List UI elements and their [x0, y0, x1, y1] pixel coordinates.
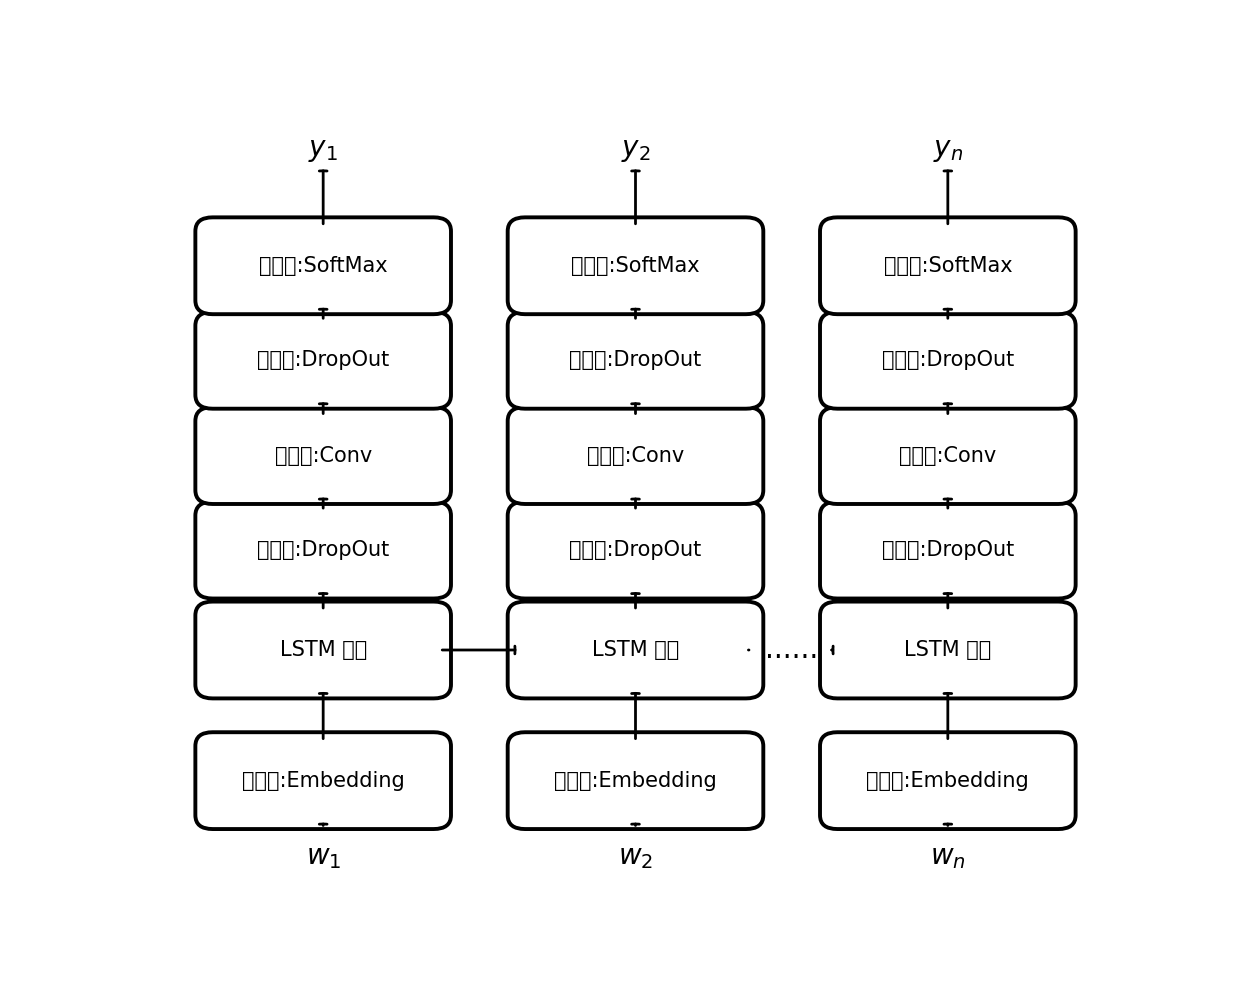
Text: $\mathbf{\mathit{y_{n}}}$: $\mathbf{\mathit{y_{n}}}$ [932, 137, 963, 165]
Text: $\mathbf{\mathit{w_{1}}}$: $\mathbf{\mathit{w_{1}}}$ [305, 843, 341, 871]
FancyBboxPatch shape [507, 602, 764, 699]
Text: LSTM 单元: LSTM 单元 [279, 640, 367, 660]
Text: 嵌入层:Embedding: 嵌入层:Embedding [867, 770, 1029, 790]
FancyBboxPatch shape [196, 218, 451, 314]
FancyBboxPatch shape [196, 602, 451, 699]
FancyBboxPatch shape [820, 312, 1075, 409]
Text: 过滤层:DropOut: 过滤层:DropOut [882, 540, 1014, 560]
Text: $\mathbf{\mathit{w_{2}}}$: $\mathbf{\mathit{w_{2}}}$ [618, 843, 653, 871]
FancyBboxPatch shape [196, 502, 451, 599]
FancyBboxPatch shape [196, 733, 451, 829]
Text: LSTM 单元: LSTM 单元 [904, 640, 992, 660]
Text: 过滤层:DropOut: 过滤层:DropOut [257, 540, 389, 560]
Text: 分类层:SoftMax: 分类层:SoftMax [884, 255, 1012, 275]
FancyBboxPatch shape [507, 733, 764, 829]
FancyBboxPatch shape [507, 407, 764, 504]
Text: 嵌入层:Embedding: 嵌入层:Embedding [554, 770, 717, 790]
Text: 嵌入层:Embedding: 嵌入层:Embedding [242, 770, 404, 790]
Text: 卷积层:Conv: 卷积层:Conv [274, 445, 372, 466]
FancyBboxPatch shape [507, 312, 764, 409]
Text: 卷积层:Conv: 卷积层:Conv [587, 445, 684, 466]
Text: $\mathbf{\mathit{w_{n}}}$: $\mathbf{\mathit{w_{n}}}$ [930, 843, 966, 871]
Text: ......: ...... [765, 636, 818, 664]
FancyBboxPatch shape [507, 502, 764, 599]
Text: 卷积层:Conv: 卷积层:Conv [899, 445, 997, 466]
FancyBboxPatch shape [820, 502, 1075, 599]
Text: 过滤层:DropOut: 过滤层:DropOut [569, 540, 702, 560]
Text: 分类层:SoftMax: 分类层:SoftMax [259, 255, 387, 275]
Text: 过滤层:DropOut: 过滤层:DropOut [569, 350, 702, 370]
FancyBboxPatch shape [820, 218, 1075, 314]
Text: LSTM 单元: LSTM 单元 [591, 640, 680, 660]
FancyBboxPatch shape [820, 407, 1075, 504]
FancyBboxPatch shape [196, 312, 451, 409]
FancyBboxPatch shape [507, 218, 764, 314]
FancyBboxPatch shape [196, 407, 451, 504]
Text: 过滤层:DropOut: 过滤层:DropOut [257, 350, 389, 370]
FancyBboxPatch shape [820, 602, 1075, 699]
Text: 分类层:SoftMax: 分类层:SoftMax [572, 255, 699, 275]
Text: $\mathbf{\mathit{y_{1}}}$: $\mathbf{\mathit{y_{1}}}$ [309, 137, 339, 165]
Text: 过滤层:DropOut: 过滤层:DropOut [882, 350, 1014, 370]
Text: $\mathbf{\mathit{y_{2}}}$: $\mathbf{\mathit{y_{2}}}$ [621, 137, 650, 165]
FancyBboxPatch shape [820, 733, 1075, 829]
